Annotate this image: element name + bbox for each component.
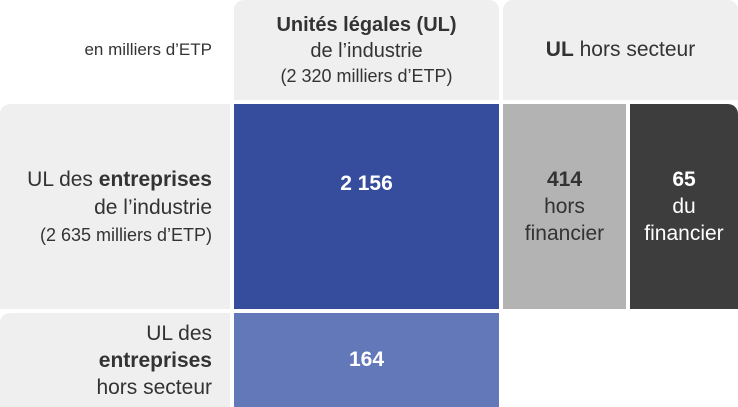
column-header-line3: (2 320 milliers d’ETP) bbox=[280, 66, 453, 86]
row-header-line1: UL des entreprises bbox=[27, 166, 212, 194]
cell-hors-industrie: 164 bbox=[234, 313, 499, 407]
row-header-entreprises-hors-secteur: UL des entreprises hors secteur bbox=[0, 313, 230, 407]
cell-financier: 65 du financier bbox=[630, 104, 738, 309]
cell-value: 65 bbox=[672, 168, 696, 191]
cell-industrie-industrie: 2 156 bbox=[234, 104, 499, 309]
row-header-prefix: UL des bbox=[27, 167, 99, 191]
units-text: en milliers d’ETP bbox=[84, 40, 212, 59]
cell-hors-financier: 414 hors financier bbox=[503, 104, 626, 309]
column-header-hors-rest: hors secteur bbox=[573, 38, 696, 61]
column-header-ul-hors-secteur: UL hors secteur bbox=[503, 0, 738, 100]
cell-value: 164 bbox=[348, 348, 385, 371]
column-header-line2: de l’industrie bbox=[310, 40, 423, 62]
row-header-entreprises-industrie: UL des entreprises de l’industrie (2 635… bbox=[0, 104, 230, 309]
row-header-line3: (2 635 milliers d’ETP) bbox=[39, 224, 212, 245]
cell-value: 2 156 bbox=[340, 171, 393, 195]
cell-label-line3: financier bbox=[524, 222, 605, 245]
cell-label-line2: hors bbox=[544, 195, 585, 218]
row-header-hors-line3: hors secteur bbox=[96, 375, 212, 399]
column-header-hors-text: UL hors secteur bbox=[546, 38, 695, 62]
column-header-hors-bold: UL bbox=[545, 38, 574, 61]
column-header-title: Unités légales (UL) bbox=[276, 14, 457, 36]
units-label: en milliers d’ETP bbox=[0, 0, 230, 100]
cell-label-line3: financier bbox=[644, 222, 724, 245]
row-header-bold: entreprises bbox=[98, 167, 212, 191]
row-header-hors-bold: entreprises bbox=[98, 348, 212, 372]
row-header-line2: de l’industrie bbox=[94, 195, 212, 219]
row-header-hors-line1: UL des bbox=[146, 321, 212, 345]
cell-value: 414 bbox=[546, 168, 583, 191]
cell-label-line2: du bbox=[672, 195, 696, 218]
column-header-ul-industrie: Unités légales (UL) de l’industrie (2 32… bbox=[234, 0, 499, 100]
